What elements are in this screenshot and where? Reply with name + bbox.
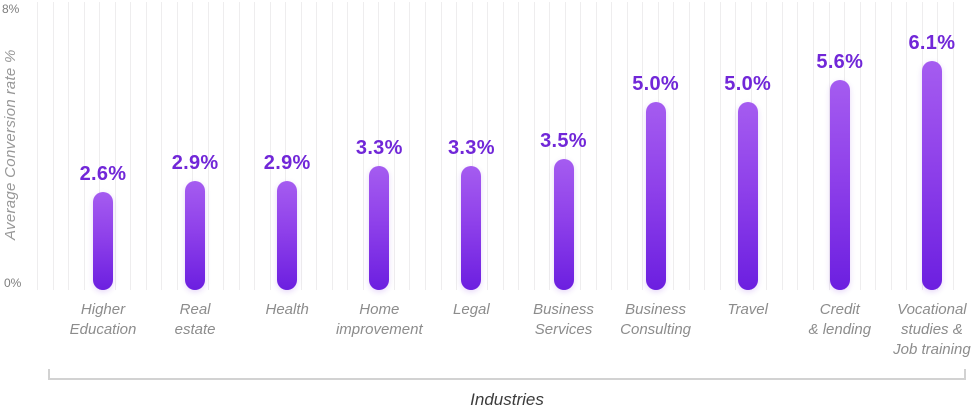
gridline <box>378 2 379 290</box>
gridline <box>347 2 348 290</box>
gridline <box>316 2 317 290</box>
gridline <box>518 2 519 290</box>
y-axis-title: Average Conversion rate % <box>2 49 19 241</box>
bar-value-label: 2.6% <box>79 163 127 185</box>
gridline <box>177 2 178 290</box>
gridline <box>409 2 410 290</box>
bar-home-improvement <box>369 166 389 290</box>
gridline <box>130 2 131 290</box>
bar-vocational-studies-job-training <box>922 61 942 290</box>
bar-value-label: 2.9% <box>171 152 219 174</box>
gridline <box>441 2 442 290</box>
bar-value-label: 2.9% <box>263 152 311 174</box>
bar-value-label: 3.5% <box>540 130 587 152</box>
gridline <box>84 2 85 290</box>
gridline <box>534 2 535 290</box>
bar-business-consulting <box>646 102 666 290</box>
category-label: Home improvement <box>335 301 423 338</box>
gridline <box>704 2 705 290</box>
gridline <box>115 2 116 290</box>
bar-travel <box>738 102 758 290</box>
bar-value-label: 6.1% <box>908 32 956 54</box>
gridline <box>53 2 54 290</box>
gridline <box>829 2 830 290</box>
gridline <box>68 2 69 290</box>
gridline <box>813 2 814 290</box>
gridline <box>860 2 861 290</box>
bar-value-label: 5.6% <box>816 51 864 73</box>
bar-real-estate <box>185 181 205 290</box>
gridline <box>611 2 612 290</box>
gridline <box>906 2 907 290</box>
category-label: Higher Education <box>69 301 137 338</box>
x-axis-title: Industries <box>470 390 544 409</box>
gridline <box>580 2 581 290</box>
gridline <box>146 2 147 290</box>
gridline <box>487 2 488 290</box>
bar-credit-lending <box>830 80 850 290</box>
gridline <box>208 2 209 290</box>
gridline <box>565 2 566 290</box>
gridline <box>782 2 783 290</box>
gridline <box>270 2 271 290</box>
gridline <box>223 2 224 290</box>
bar-value-label: 5.0% <box>724 73 772 95</box>
gridline <box>254 2 255 290</box>
gridline <box>456 2 457 290</box>
gridline <box>425 2 426 290</box>
category-label: Travel <box>727 301 768 318</box>
gridline <box>642 2 643 290</box>
gridline <box>285 2 286 290</box>
bar-value-label: 3.3% <box>355 137 403 159</box>
gridline <box>332 2 333 290</box>
gridline <box>596 2 597 290</box>
category-label: Business Consulting <box>620 301 692 338</box>
gridline <box>363 2 364 290</box>
gridline <box>875 2 876 290</box>
gridline <box>549 2 550 290</box>
gridline <box>301 2 302 290</box>
gridline <box>766 2 767 290</box>
bar-legal <box>461 166 481 290</box>
category-label: Legal <box>453 301 490 318</box>
category-label: Business Services <box>533 301 594 338</box>
gridline <box>239 2 240 290</box>
gridline <box>735 2 736 290</box>
gridline <box>689 2 690 290</box>
bar-higher-education <box>93 192 113 290</box>
gridline <box>627 2 628 290</box>
category-label: Credit & lending <box>808 301 872 338</box>
category-label: Health <box>265 301 309 318</box>
category-label: Vocational studies & Job training <box>893 301 971 358</box>
gridline <box>192 2 193 290</box>
gridline <box>503 2 504 290</box>
gridline <box>394 2 395 290</box>
y-axis-tick-8: 8% <box>2 2 20 16</box>
gridline <box>161 2 162 290</box>
gridline <box>472 2 473 290</box>
gridline <box>99 2 100 290</box>
x-axis-bracket <box>48 369 966 380</box>
gridline <box>953 2 954 290</box>
bar-value-label: 5.0% <box>632 73 679 95</box>
gridline <box>720 2 721 290</box>
bar-business-services <box>554 159 574 290</box>
bar-health <box>277 181 297 290</box>
bar-value-label: 3.3% <box>447 137 495 159</box>
category-label: Real estate <box>174 301 216 338</box>
gridline <box>673 2 674 290</box>
gridline <box>891 2 892 290</box>
gridline <box>37 2 38 290</box>
gridline <box>797 2 798 290</box>
y-axis-tick-0: 0% <box>4 276 22 290</box>
